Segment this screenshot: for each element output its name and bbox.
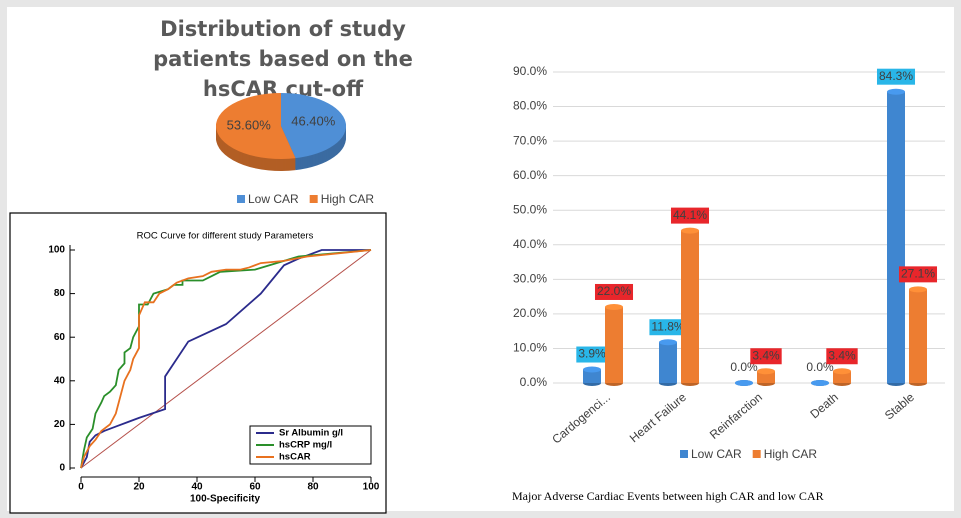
data-label-box [649,319,687,336]
pie-title: Distribution of study patients based on … [153,17,413,101]
roc-frame [9,212,387,514]
data-label: 22.0% [597,284,631,298]
legend-swatch [309,195,318,203]
legend-label: High CAR [321,192,375,206]
x-axis-label: 100-Specificity [190,494,260,505]
y-tick-label: 80.0% [513,99,547,113]
bar [659,342,677,383]
bar-top [757,368,775,375]
bar [833,371,851,383]
y-tick-label: 50.0% [513,202,547,216]
legend-label: hsCRP mg/l [279,440,332,451]
data-label: 84.3% [879,69,913,83]
bar-top [811,380,829,386]
x-tick-label: 40 [191,482,203,493]
pie-slice [281,93,346,159]
roc-line [80,249,372,469]
y-tick-label: 20.0% [513,306,547,320]
bar-top [735,380,753,386]
x-tick-label: Death [807,390,841,421]
legend-label: hsCAR [279,452,311,463]
bar-top [583,366,601,373]
data-label-box [576,346,608,363]
roc-title: ROC Curve for different study Parameters [137,231,314,242]
x-tick-label: Cardogenci... [549,390,613,447]
x-tick-label: 0 [78,482,84,493]
y-tick-label: 20 [54,419,66,430]
bar [681,230,699,383]
bar [583,369,601,383]
data-label-box [876,68,916,85]
pie-label: 46.40% [291,114,336,129]
legend-swatch [237,195,245,203]
y-tick-label: 30.0% [513,272,547,286]
data-label: 11.8% [651,319,684,333]
y-tick-label: 40.0% [513,237,547,251]
data-label: 44.1% [673,208,707,222]
data-label: 3.4% [828,348,856,362]
y-tick-label: 40 [54,375,66,386]
data-label-box [594,283,634,300]
y-tick-label: 60 [54,332,66,343]
bar-top [909,286,927,293]
bar-top [659,339,677,346]
legend-label: Low CAR [691,447,742,461]
legend-label: Sr Albumin g/l [279,428,343,439]
x-tick-label: Heart Failure [627,390,689,446]
data-label-box [898,266,938,283]
data-label: 27.1% [901,267,935,281]
data-label: 3.9% [578,347,606,361]
y-tick-label: 80 [54,288,66,299]
legend-swatch [680,450,688,458]
legend-swatch [752,450,761,458]
data-label: 3.4% [752,348,780,362]
bar-top [681,227,699,234]
data-label-box [670,207,710,224]
bar [757,371,775,383]
y-tick-label: 70.0% [513,133,547,147]
x-tick-label: 80 [307,482,319,493]
legend-label: Low CAR [248,192,299,206]
y-tick-label: 0 [59,463,65,474]
caption: Major Adverse Cardiac Events between hig… [512,489,824,503]
y-tick-label: 0.0% [520,375,548,389]
y-tick-label: 60.0% [513,168,547,182]
legend-label: High CAR [764,447,818,461]
pie-slice [215,93,296,159]
pie-label: 53.60% [227,117,272,132]
x-tick-label: 60 [249,482,261,493]
x-tick-label: 20 [133,482,145,493]
data-label-box [826,348,858,365]
bar [605,306,623,383]
bar [887,91,905,384]
bar [909,289,927,383]
x-tick-label: 100 [363,482,380,493]
bar-top [833,368,851,375]
x-tick-label: Stable [882,390,917,423]
y-tick-label: 90.0% [513,64,547,78]
roc-line [80,249,372,469]
bar-top [605,303,623,310]
y-tick-label: 100 [48,245,65,256]
x-tick-label: Reinfarction [707,390,765,442]
data-label-box [750,348,782,365]
y-tick-label: 10.0% [513,341,547,355]
bar-top [887,88,905,95]
